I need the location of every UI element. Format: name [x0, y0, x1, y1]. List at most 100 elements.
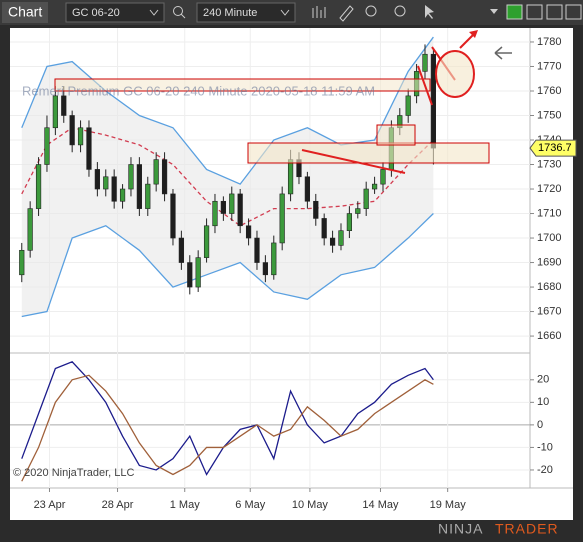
- copyright: © 2020 NinjaTrader, LLC: [13, 467, 134, 479]
- candle-body: [145, 183, 151, 209]
- zone-rect: [376, 124, 416, 146]
- trend-line: [301, 149, 406, 174]
- y2-tick-label: -10: [537, 441, 553, 453]
- band-fill: [21, 37, 434, 317]
- candle-body: [363, 188, 369, 209]
- maximize-button[interactable]: [546, 4, 563, 20]
- candle-body: [313, 200, 319, 219]
- candle-body: [44, 127, 50, 165]
- candle-body: [329, 237, 336, 246]
- price-marker: [529, 139, 577, 157]
- x-tick-label: 1 May: [170, 499, 200, 511]
- candle-body: [346, 213, 352, 231]
- arrow-head: [469, 30, 478, 38]
- candle-body: [61, 95, 67, 116]
- ellipse: [435, 50, 475, 98]
- search-icon[interactable]: [173, 6, 183, 16]
- last-price: 1736.7: [538, 142, 572, 154]
- minimize-button[interactable]: [526, 4, 543, 20]
- tab[interactable]: [2, 2, 48, 23]
- zoom-out-icon[interactable]: [394, 5, 406, 17]
- candle-body: [153, 159, 159, 185]
- candle-body: [187, 262, 193, 288]
- draw-icon[interactable]: [339, 5, 354, 22]
- candle-body: [178, 237, 184, 263]
- menu-icon[interactable]: [490, 9, 498, 14]
- candle-body: [380, 169, 386, 185]
- candle-body: [220, 200, 226, 214]
- candle-body: [405, 95, 411, 116]
- dropdown-icon: [280, 9, 290, 16]
- x-tick-label: 10 May: [292, 499, 329, 511]
- candle-body: [111, 176, 117, 202]
- y-tick-label: 1670: [537, 305, 561, 317]
- candle-body: [229, 193, 235, 214]
- candle-body: [86, 127, 92, 170]
- line-series: [21, 36, 434, 185]
- y-tick-label: 1780: [537, 36, 561, 48]
- y-tick-label: 1710: [537, 207, 561, 219]
- y-tick-label: 1660: [537, 330, 561, 342]
- line-series: [21, 127, 434, 227]
- color-button[interactable]: [506, 4, 523, 20]
- y2-tick-label: -20: [537, 464, 553, 476]
- search-icon-handle: [180, 13, 186, 19]
- candle-body: [237, 193, 243, 227]
- candle-body: [212, 200, 218, 227]
- trend-line: [417, 65, 433, 106]
- candle-body: [279, 193, 285, 244]
- candle-body: [422, 53, 428, 72]
- instrument: GC 06-20: [72, 7, 120, 19]
- candle-body: [136, 164, 142, 209]
- y-tick-label: 1700: [537, 232, 561, 244]
- zoom-in-icon[interactable]: [365, 5, 377, 17]
- candle-body: [52, 95, 58, 129]
- line-series: [21, 374, 434, 482]
- bars-icon[interactable]: [312, 6, 326, 18]
- y-tick-label: 1730: [537, 158, 561, 170]
- y2-tick-label: 20: [537, 374, 549, 386]
- x-tick-label: 19 May: [430, 499, 467, 511]
- close-button[interactable]: [565, 4, 582, 20]
- candle-body: [128, 164, 134, 190]
- candle-body: [371, 183, 378, 190]
- candle-body: [321, 218, 327, 239]
- y2-tick-label: 0: [537, 419, 543, 431]
- candle-body: [94, 169, 100, 190]
- candle-body: [245, 225, 252, 239]
- logo-ninja: NINJA: [438, 521, 483, 537]
- candle-body: [119, 188, 126, 202]
- y-tick-label: 1690: [537, 256, 561, 268]
- interval: 240 Minute: [203, 7, 257, 19]
- back-arrow[interactable]: [494, 46, 512, 60]
- x-tick-label: 23 Apr: [34, 499, 66, 511]
- candle-body: [430, 53, 437, 149]
- y-tick-label: 1720: [537, 183, 561, 195]
- watermark: Remeri Premium GC 06-20 240 Minute 2020-…: [22, 83, 375, 98]
- candle-body: [27, 208, 33, 251]
- y-tick-label: 1680: [537, 281, 561, 293]
- x-tick-label: 14 May: [362, 499, 399, 511]
- instrument-select[interactable]: [65, 2, 165, 23]
- x-tick-label: 28 Apr: [102, 499, 134, 511]
- tab-label: Chart: [8, 4, 42, 20]
- x-tick-label: 6 May: [235, 499, 265, 511]
- zone-rect: [247, 142, 490, 164]
- y-tick-label: 1760: [537, 85, 561, 97]
- zone-rect: [54, 78, 431, 92]
- candle-body: [103, 176, 109, 190]
- candle-body: [170, 193, 176, 239]
- candle-body: [19, 249, 25, 276]
- candle-body: [69, 115, 75, 146]
- line-series: [21, 360, 434, 476]
- y2-tick-label: 10: [537, 396, 549, 408]
- logo-trader: TRADER: [495, 521, 559, 537]
- interval-select[interactable]: [196, 2, 296, 23]
- pointer-icon[interactable]: [425, 5, 434, 19]
- candle-body: [271, 242, 277, 276]
- y-tick-label: 1750: [537, 109, 561, 121]
- candle-body: [254, 237, 260, 263]
- y-tick-label: 1770: [537, 60, 561, 72]
- candle-body: [195, 257, 201, 288]
